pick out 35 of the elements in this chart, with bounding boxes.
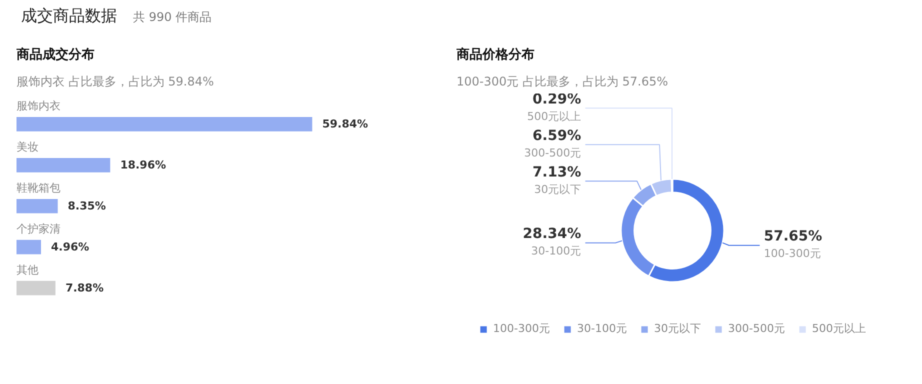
legend-label: 30-100元 [577, 321, 627, 336]
data-label: 6.59% [532, 128, 582, 144]
data-label: 8.35% [68, 200, 106, 213]
text: 成交商品数据 [21, 6, 117, 25]
chart-title: 商品成交分布 [16, 46, 94, 62]
chart-subtitle: 服饰内衣 占比最多，占比为 59.84% [16, 74, 214, 88]
data-label: 59.84% [322, 118, 368, 131]
y-tick-label: 其他 [16, 264, 38, 277]
data-label: 18.96% [120, 158, 166, 172]
legend-label: 30元以下 [654, 321, 701, 336]
bar [16, 117, 312, 132]
legend-label: 100-300元 [493, 321, 550, 336]
text: 共 990 件商品 [133, 10, 212, 24]
chart-subtitle: 100-300元 占比最多，占比为 57.65% [456, 74, 668, 88]
data-label: 7.13% [532, 164, 582, 180]
slice-label: 30-100元 [531, 244, 582, 258]
data-label: 28.34% [522, 226, 582, 242]
chart-title: 商品价格分布 [456, 46, 534, 62]
legend-label: 500元以上 [812, 321, 866, 336]
y-tick-label: 鞋靴箱包 [16, 182, 60, 195]
y-tick-label: 个护家清 [16, 222, 60, 236]
bar [16, 240, 42, 254]
legend-label: 300-500元 [728, 321, 785, 336]
slice-label: 500元以上 [527, 110, 582, 123]
data-label: 57.65% [764, 228, 822, 245]
bar [16, 158, 110, 172]
data-label: 4.96% [51, 240, 90, 254]
bar [16, 198, 58, 214]
data-label: 7.88% [65, 282, 104, 295]
bar [16, 280, 56, 296]
slice-label: 30元以下 [534, 182, 582, 196]
slice-label: 300-500元 [524, 146, 582, 160]
y-tick-label: 美妆 [16, 140, 38, 154]
slice-label: 100-300元 [764, 247, 821, 260]
y-tick-label: 服饰内衣 [16, 100, 60, 113]
